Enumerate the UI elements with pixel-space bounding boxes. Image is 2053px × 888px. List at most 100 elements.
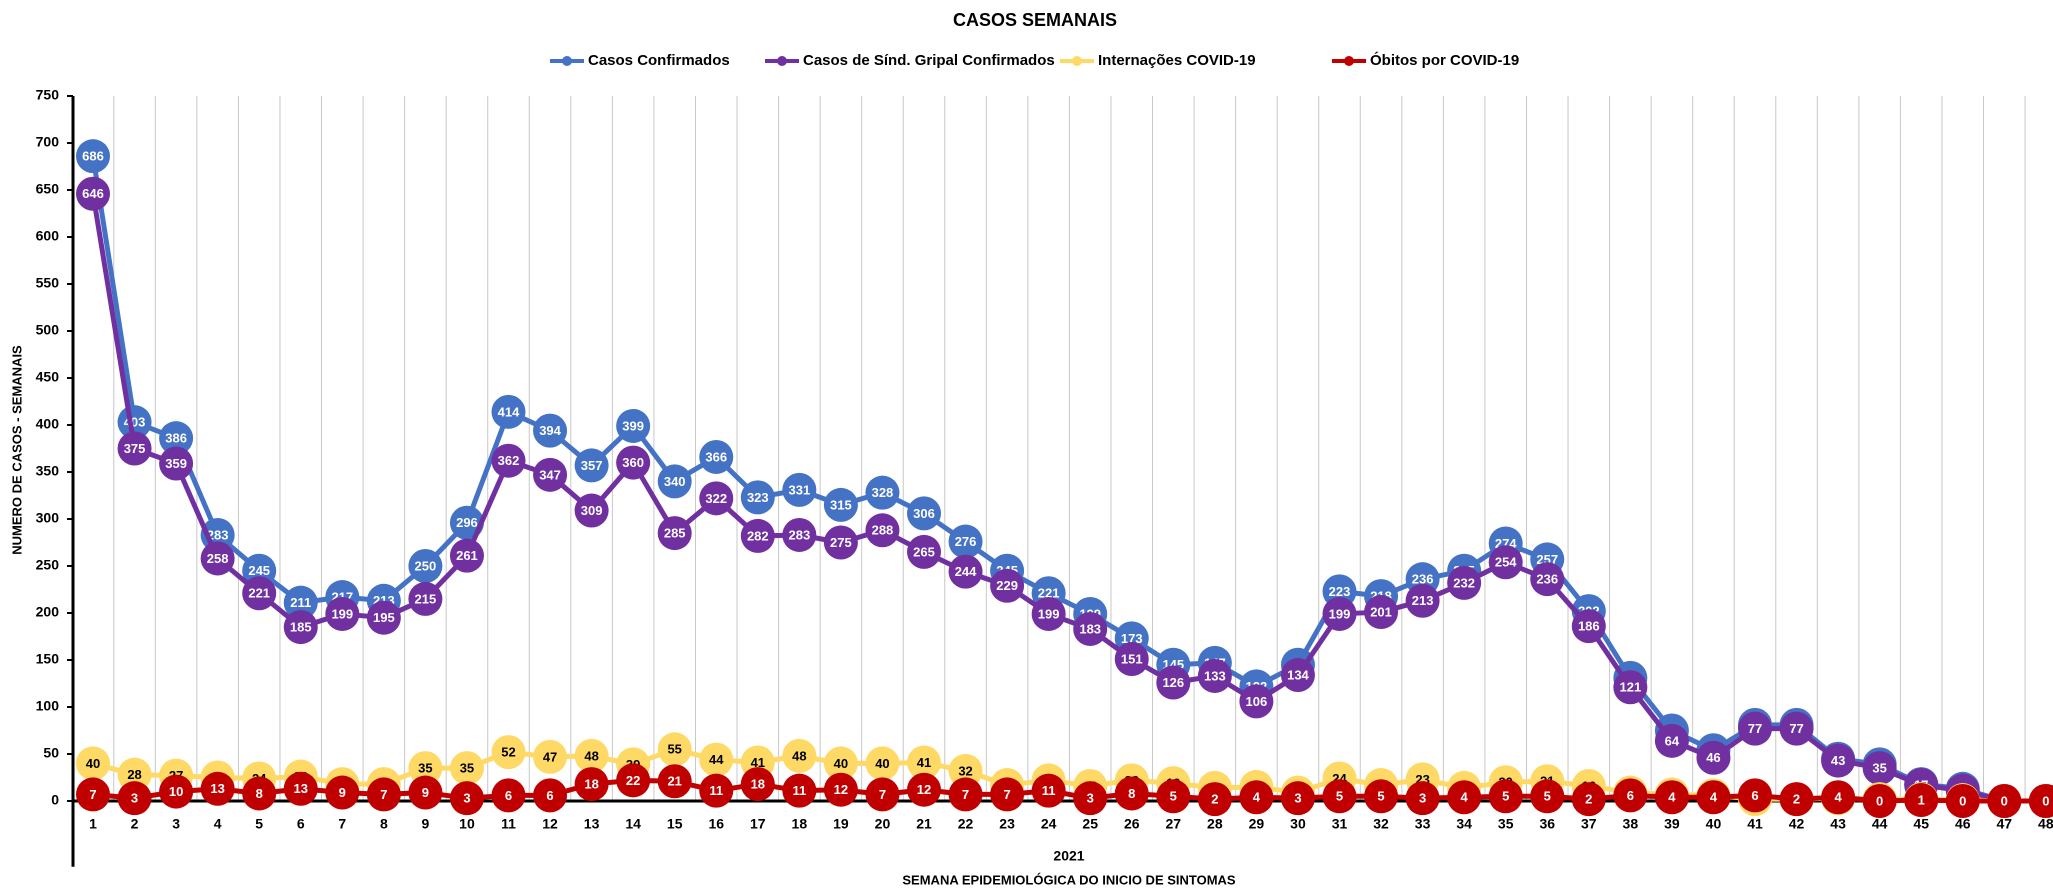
- data-label: 41: [751, 755, 765, 770]
- data-label: 28: [127, 767, 141, 782]
- data-point: [200, 541, 235, 576]
- x-tick-label: 33: [1415, 816, 1431, 832]
- data-label: 315: [830, 497, 852, 512]
- y-tick-label: 700: [36, 134, 60, 150]
- data-label: 46: [1706, 750, 1720, 765]
- data-label: 43: [1831, 753, 1845, 768]
- data-label: 7: [962, 787, 969, 802]
- x-tick-label: 46: [1955, 816, 1971, 832]
- data-label: 195: [373, 610, 395, 625]
- x-group-label: 2021: [1053, 848, 1084, 864]
- data-label: 386: [165, 431, 187, 446]
- data-label: 3: [1087, 791, 1094, 806]
- data-point: [1197, 658, 1232, 693]
- data-label: 35: [460, 761, 474, 776]
- data-point: [1821, 780, 1856, 815]
- chart-title: CASOS SEMANAIS: [953, 10, 1117, 30]
- data-point: [907, 772, 941, 807]
- data-label: 18: [751, 777, 765, 792]
- data-point: [782, 738, 817, 773]
- x-tick-label: 32: [1373, 816, 1389, 832]
- data-label: 0: [2042, 793, 2049, 808]
- data-label: 48: [584, 748, 598, 763]
- data-label: 1: [1918, 792, 1925, 807]
- data-label: 133: [1204, 668, 1226, 683]
- data-label: 4: [1668, 790, 1676, 805]
- y-tick-label: 500: [36, 322, 60, 338]
- x-tick-label: 36: [1539, 816, 1555, 832]
- x-tick-label: 18: [792, 816, 808, 832]
- legend-item: Casos de Sínd. Gripal Confirmados: [765, 52, 1055, 69]
- data-label: 201: [1370, 604, 1392, 619]
- data-point: [408, 549, 443, 583]
- data-point: [1779, 782, 1814, 817]
- data-label: 359: [165, 456, 187, 471]
- data-label: 7: [879, 787, 886, 802]
- data-label: 399: [622, 418, 644, 433]
- data-label: 275: [830, 535, 852, 550]
- data-label: 21: [667, 774, 681, 789]
- data-label: 0: [1876, 793, 1883, 808]
- x-tick-label: 48: [2038, 816, 2053, 832]
- data-label: 5: [1377, 789, 1384, 804]
- data-label: 322: [705, 491, 727, 506]
- data-label: 229: [996, 578, 1018, 593]
- x-tick-label: 22: [958, 816, 974, 832]
- data-point: [990, 777, 1025, 812]
- data-point: [782, 517, 817, 552]
- data-label: 64: [1665, 733, 1680, 748]
- data-point: [366, 600, 401, 635]
- data-point: [1031, 596, 1066, 631]
- x-tick-label: 5: [255, 816, 263, 832]
- legend-item: Óbitos por COVID-19: [1332, 51, 1519, 69]
- data-label: 3: [131, 791, 138, 806]
- data-point: [283, 585, 318, 620]
- y-axis-title: NUMERO DE CASOS - SEMANAIS: [9, 345, 24, 555]
- data-point: [948, 524, 983, 559]
- data-point: [1114, 776, 1149, 811]
- x-tick-label: 14: [625, 816, 641, 832]
- data-label: 3: [1294, 791, 1301, 806]
- data-point: [533, 457, 568, 492]
- data-label: 6: [505, 788, 512, 803]
- data-point: [1987, 784, 2022, 818]
- x-tick-label: 30: [1290, 816, 1306, 832]
- data-label: 35: [1872, 761, 1886, 776]
- x-tick-label: 6: [297, 816, 305, 832]
- data-label: 7: [1003, 787, 1010, 802]
- data-point: [408, 751, 443, 786]
- data-label: 8: [1128, 786, 1135, 801]
- data-label: 283: [788, 527, 810, 542]
- data-label: 11: [709, 783, 723, 798]
- data-label: 223: [1329, 584, 1351, 599]
- data-point: [657, 764, 692, 799]
- data-label: 288: [872, 523, 894, 538]
- x-tick-label: 47: [1997, 816, 2013, 832]
- x-tick-label: 41: [1747, 816, 1763, 832]
- data-label: 250: [415, 558, 437, 573]
- x-tick-label: 19: [833, 816, 849, 832]
- data-label: 199: [1038, 606, 1060, 621]
- data-point: [1613, 670, 1648, 705]
- data-point: [1571, 609, 1606, 644]
- x-tick-label: 40: [1706, 816, 1722, 832]
- data-point: [1738, 778, 1772, 813]
- data-point: [1738, 711, 1772, 746]
- data-point: [76, 777, 110, 812]
- data-label: 6: [1751, 788, 1758, 803]
- data-point: [159, 774, 194, 809]
- data-label: 258: [207, 551, 229, 566]
- data-point: [865, 746, 900, 781]
- data-label: 4: [1710, 790, 1718, 805]
- data-point: [325, 775, 360, 810]
- data-point: [491, 443, 526, 478]
- data-point: [159, 446, 194, 481]
- data-label: 2: [1585, 792, 1592, 807]
- x-tick-label: 38: [1623, 816, 1639, 832]
- x-tick-label: 21: [916, 816, 932, 832]
- x-tick-label: 4: [214, 816, 222, 832]
- data-label: 686: [82, 149, 104, 164]
- data-point: [1821, 743, 1856, 778]
- data-point: [491, 735, 526, 770]
- y-tick-label: 600: [36, 228, 60, 244]
